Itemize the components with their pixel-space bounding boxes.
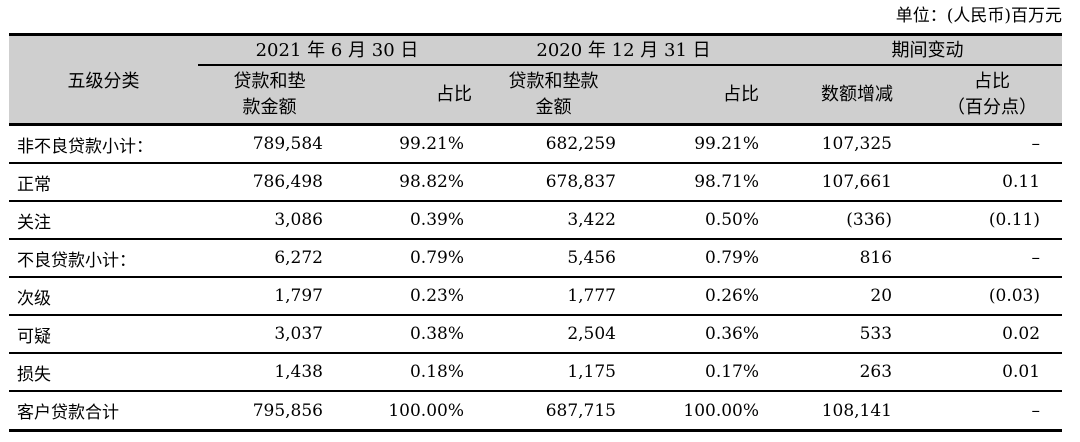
amount-2020: 1,175 <box>476 353 631 392</box>
column-header-ratio-2021: 占比 <box>341 65 476 126</box>
group-header-2020-12-31: 2020 年 12 月 31 日 <box>476 34 772 66</box>
amount-2021: 789,584 <box>198 124 341 164</box>
ratio-change-pp: – <box>906 239 1063 278</box>
amount-change: 20 <box>771 277 907 316</box>
amount-2021: 1,438 <box>198 353 341 392</box>
ratio-2021: 0.38% <box>341 315 476 354</box>
ratio-change-pp: 0.01 <box>906 353 1063 392</box>
ratio-2021: 99.21% <box>341 124 476 164</box>
group-header-2021-06-30: 2021 年 6 月 30 日 <box>198 34 476 66</box>
column-header-amount-2021: 贷款和垫 款金额 <box>198 65 341 126</box>
ratio-2020: 0.79% <box>631 239 772 278</box>
column-header-amount-change: 数额增减 <box>771 65 907 126</box>
amount-2021: 1,797 <box>198 277 341 316</box>
row-label: 正常 <box>9 163 198 202</box>
ratio-2020: 0.36% <box>631 315 772 354</box>
amount-change: 107,325 <box>771 124 907 164</box>
row-label: 可疑 <box>9 315 198 354</box>
group-header-period-change: 期间变动 <box>771 34 1063 66</box>
row-label: 次级 <box>9 277 198 316</box>
amount-2020: 3,422 <box>476 201 631 240</box>
amount-change: 263 <box>771 353 907 392</box>
ratio-change-pp: (0.11) <box>906 201 1063 240</box>
amount-2021: 6,272 <box>198 239 341 278</box>
table-row-special-mention: 关注 3,086 0.39% 3,422 0.50% (336) (0.11) <box>9 201 1063 240</box>
amount-change: 816 <box>771 239 907 278</box>
amount-change: 107,661 <box>771 163 907 202</box>
amount-2021: 786,498 <box>198 163 341 202</box>
amount-2020: 1,777 <box>476 277 631 316</box>
ratio-change-pp: – <box>1031 400 1041 421</box>
amount-change: (336) <box>771 201 907 240</box>
table-row-total-customer-loans: 客户贷款合计 795,856 100.00% 687,715 100.00% 1… <box>9 391 1062 431</box>
table-row-non-npl-subtotal: 非不良贷款小计： 789,584 99.21% 682,259 99.21% 1… <box>9 124 1063 164</box>
ratio-2020: 0.17% <box>631 353 772 392</box>
table-header: 五级分类 2021 年 6 月 30 日 2020 年 12 月 31 日 期间… <box>9 34 1063 126</box>
column-header-ratio-2020: 占比 <box>631 65 772 126</box>
group-header-row: 五级分类 2021 年 6 月 30 日 2020 年 12 月 31 日 期间… <box>9 34 1063 126</box>
amount-2020: 687,715 <box>545 400 616 421</box>
ratio-2021: 0.18% <box>341 353 476 392</box>
ratio-2021: 98.82% <box>341 163 476 202</box>
ratio-change-pp: (0.03) <box>906 277 1063 316</box>
ratio-2020: 99.21% <box>631 124 772 164</box>
table-row-substandard: 次级 1,797 0.23% 1,777 0.26% 20 (0.03) <box>9 277 1063 316</box>
loan-classification-table: 五级分类 2021 年 6 月 30 日 2020 年 12 月 31 日 期间… <box>9 33 1063 432</box>
column-header-row: 贷款和垫 款金额 占比 贷款和垫款 金额 占比 数额增减 占比 （百分点） <box>9 65 1063 126</box>
amount-2021: 3,037 <box>198 315 341 354</box>
amount-2020: 682,259 <box>476 124 631 164</box>
table-row-loss: 损失 1,438 0.18% 1,175 0.17% 263 0.01 <box>9 353 1063 392</box>
column-header-amount-2020: 贷款和垫款 金额 <box>476 65 631 126</box>
column-header-category: 五级分类 <box>9 34 198 126</box>
row-label: 关注 <box>9 201 198 240</box>
amount-change: 108,141 <box>821 400 893 421</box>
row-label: 损失 <box>9 353 198 392</box>
ratio-change-pp: – <box>906 124 1063 164</box>
amount-2021: 795,856 <box>252 400 323 421</box>
row-label: 不良贷款小计： <box>9 239 198 278</box>
ratio-2020: 98.71% <box>631 163 772 202</box>
ratio-2021: 0.23% <box>341 277 476 316</box>
row-label: 客户贷款合计 <box>17 403 119 423</box>
table-row-npl-subtotal: 不良贷款小计： 6,272 0.79% 5,456 0.79% 816 – <box>9 239 1063 278</box>
amount-2020: 678,837 <box>476 163 631 202</box>
amount-change: 533 <box>771 315 907 354</box>
amount-2021: 3,086 <box>198 201 341 240</box>
column-header-ratio-change-pp: 占比 （百分点） <box>906 65 1063 126</box>
table-row-normal: 正常 786,498 98.82% 678,837 98.71% 107,661… <box>9 163 1063 202</box>
ratio-2020: 100.00% <box>683 400 760 421</box>
unit-note: 单位：(人民币)百万元 <box>895 6 1062 26</box>
ratio-2021: 0.79% <box>341 239 476 278</box>
ratio-2021: 100.00% <box>388 400 464 421</box>
ratio-change-pp: 0.11 <box>906 163 1063 202</box>
amount-2020: 5,456 <box>476 239 631 278</box>
amount-2020: 2,504 <box>476 315 631 354</box>
ratio-change-pp: 0.02 <box>906 315 1063 354</box>
ratio-2021: 0.39% <box>341 201 476 240</box>
ratio-2020: 0.50% <box>631 201 772 240</box>
row-label: 非不良贷款小计： <box>9 124 198 164</box>
table-body: 非不良贷款小计： 789,584 99.21% 682,259 99.21% 1… <box>9 124 1063 431</box>
table-row-doubtful: 可疑 3,037 0.38% 2,504 0.36% 533 0.02 <box>9 315 1063 354</box>
ratio-2020: 0.26% <box>631 277 772 316</box>
